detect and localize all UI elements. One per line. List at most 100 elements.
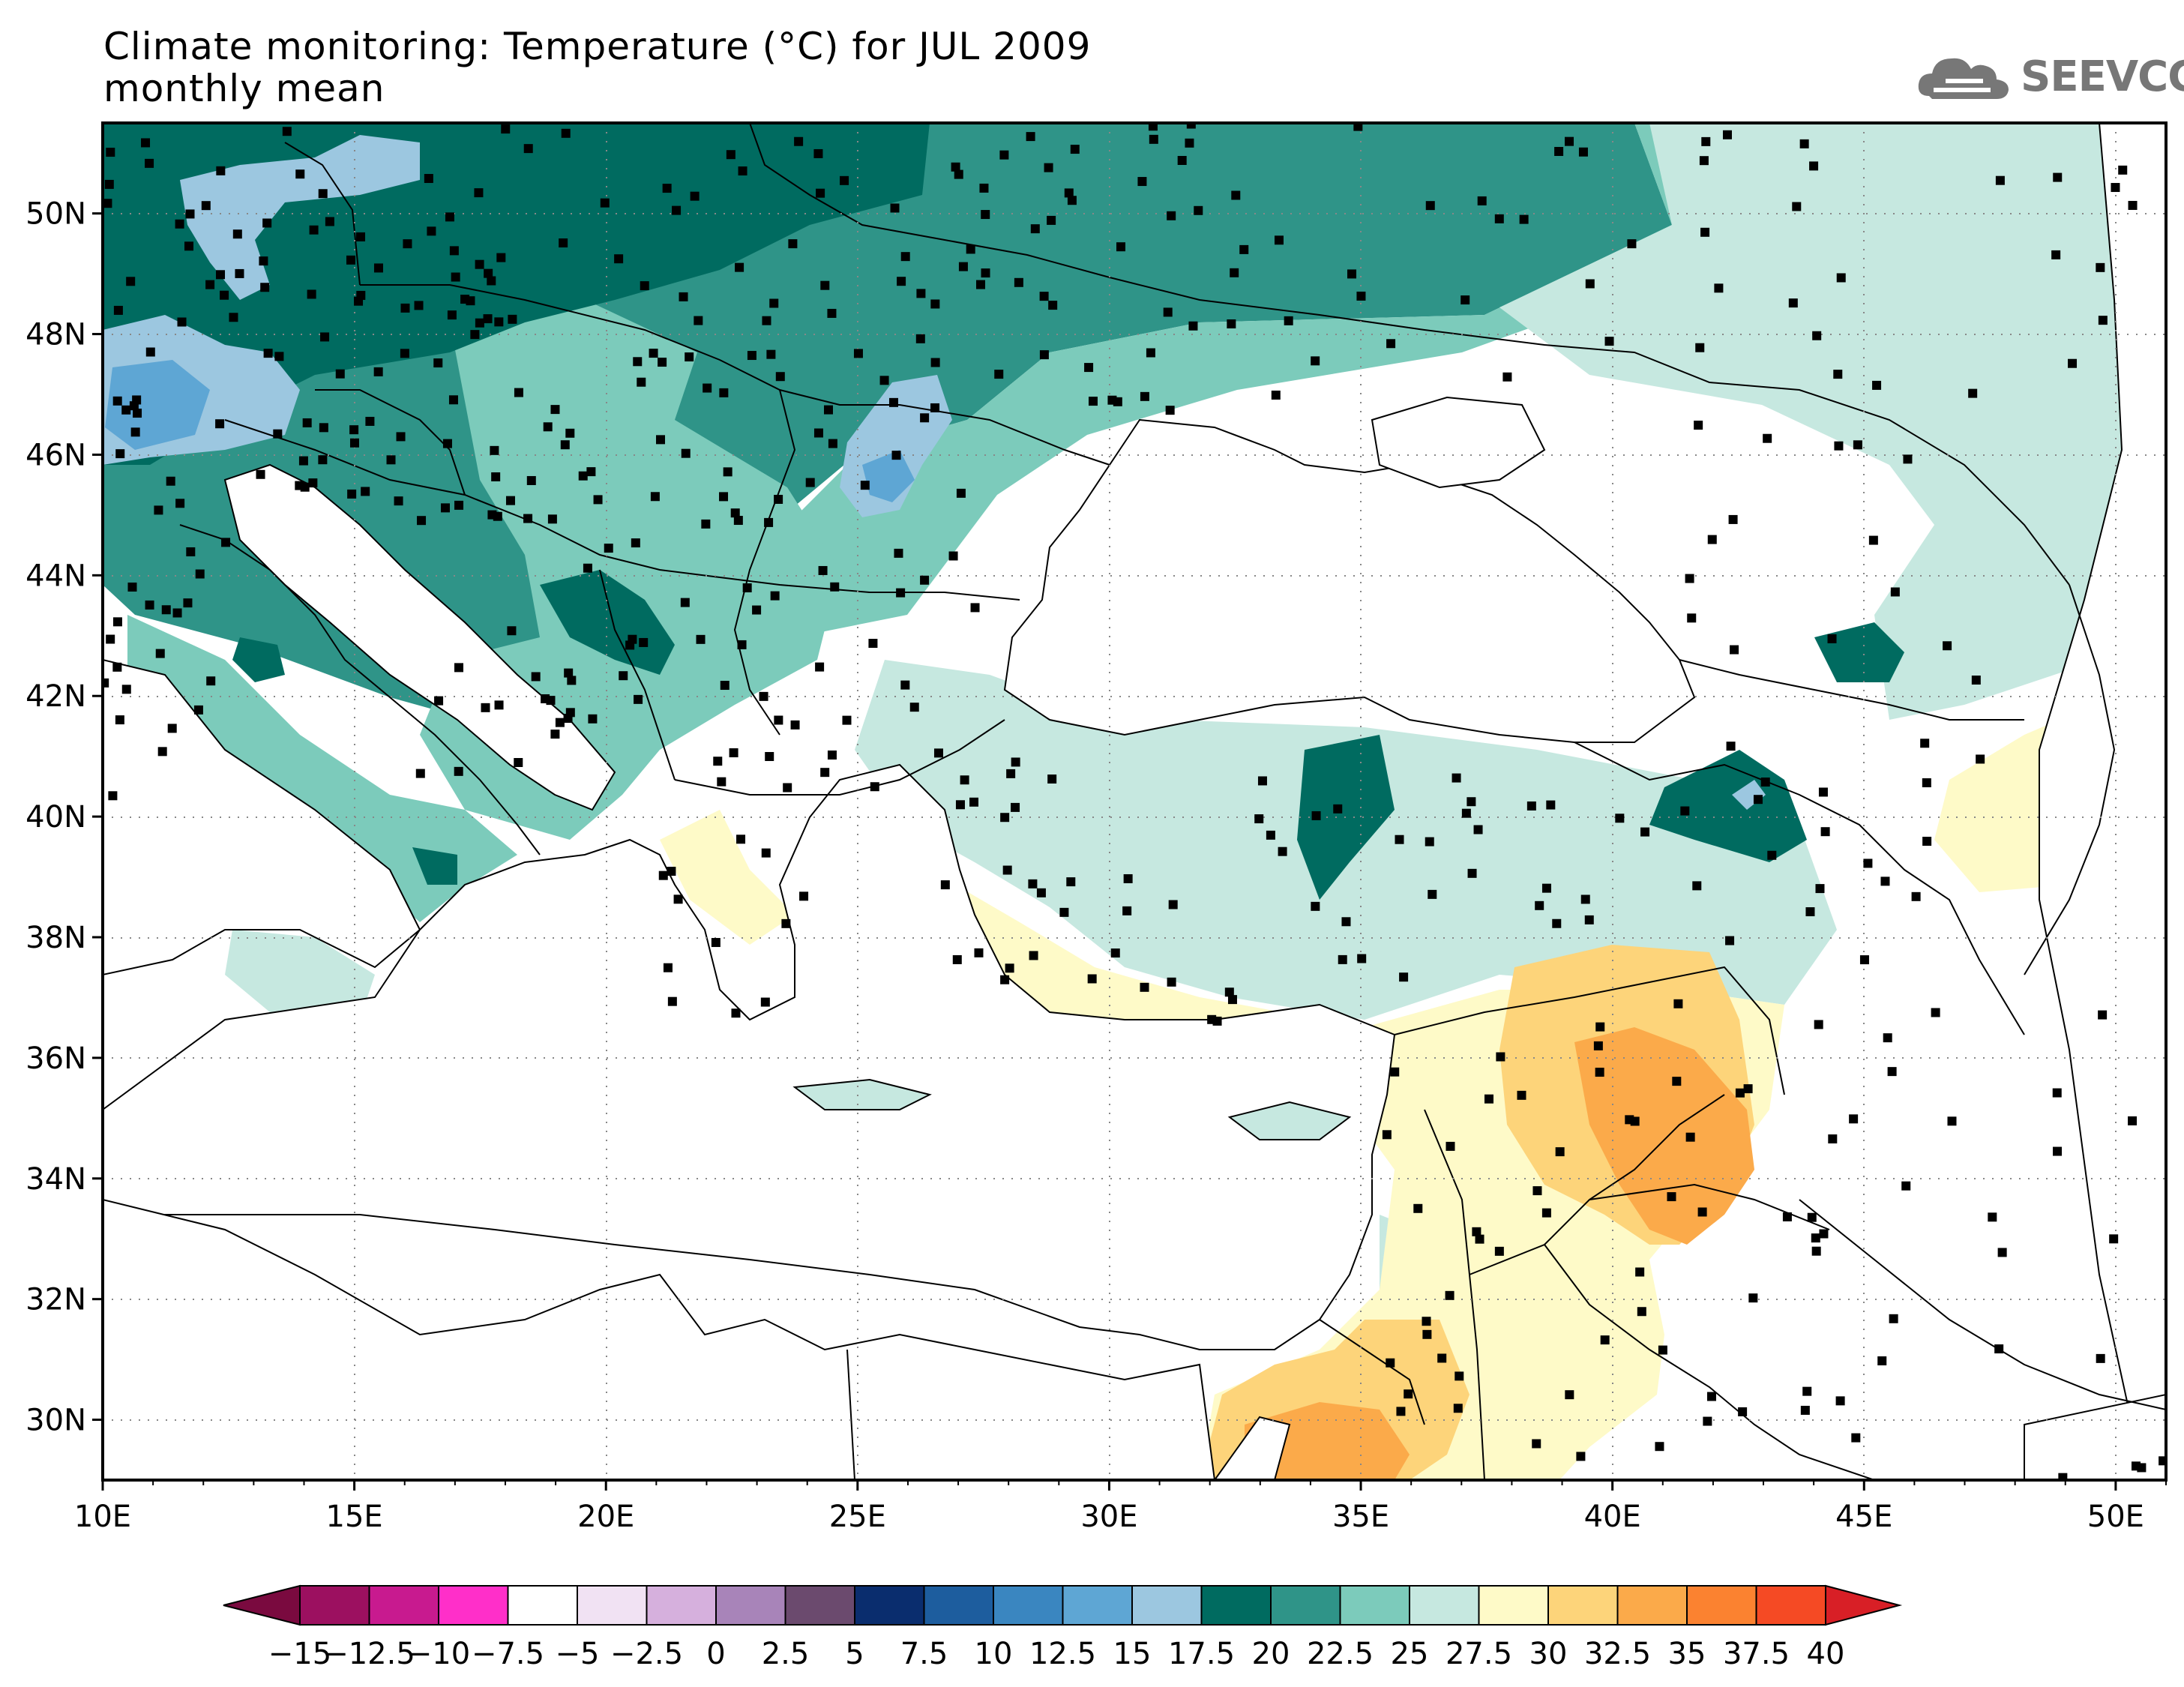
station-marker — [126, 277, 136, 286]
station-marker — [1185, 138, 1194, 148]
station-marker — [1748, 1293, 1758, 1303]
station-marker — [1565, 136, 1574, 146]
station-marker — [1706, 1392, 1716, 1401]
station-marker — [1088, 397, 1098, 406]
station-marker — [273, 429, 283, 439]
lat-tick-label: 48N — [25, 318, 86, 352]
station-marker — [386, 455, 396, 465]
station-marker — [1730, 645, 1739, 655]
station-marker — [501, 124, 511, 134]
station-marker — [1188, 321, 1198, 331]
station-marker — [1186, 123, 1196, 129]
station-marker — [1814, 1020, 1823, 1029]
station-marker — [1627, 239, 1637, 249]
station-marker — [1853, 440, 1862, 450]
station-marker — [891, 451, 901, 460]
station-marker — [427, 226, 436, 236]
station-marker — [1868, 535, 1878, 545]
station-marker — [414, 301, 424, 310]
station-marker — [1146, 348, 1155, 358]
sea-mask — [103, 123, 2166, 1480]
station-marker — [1687, 613, 1697, 623]
station-marker — [969, 797, 979, 807]
caspian-sea — [2039, 123, 2166, 1480]
colorbar-swatch — [1755, 1585, 1826, 1626]
station-marker — [813, 148, 823, 158]
station-marker — [1453, 1404, 1463, 1413]
station-marker — [583, 563, 592, 573]
station-marker — [1836, 273, 1846, 283]
station-marker — [349, 425, 359, 435]
station-marker — [2096, 262, 2105, 272]
station-marker — [487, 276, 496, 286]
station-marker — [593, 495, 603, 505]
station-marker — [1030, 224, 1040, 234]
station-marker — [958, 262, 968, 271]
station-marker — [742, 583, 752, 593]
station-marker — [550, 405, 560, 415]
station-marker — [449, 246, 459, 256]
station-marker — [940, 880, 950, 890]
station-marker — [1390, 1067, 1400, 1077]
station-marker — [1585, 279, 1595, 289]
station-marker — [185, 209, 195, 219]
colorbar-label: −15 — [268, 1637, 331, 1671]
station-marker — [1753, 795, 1763, 805]
station-marker — [634, 694, 643, 704]
station-marker — [650, 492, 660, 502]
colorbar-label: 15 — [1113, 1637, 1152, 1671]
station-marker — [1165, 406, 1175, 415]
station-marker — [1227, 319, 1236, 328]
station-marker — [1445, 1290, 1455, 1300]
station-marker — [1988, 1212, 1997, 1222]
station-marker — [356, 232, 366, 241]
station-marker — [356, 290, 366, 300]
station-marker — [774, 715, 783, 725]
lat-tick-label: 42N — [25, 679, 86, 714]
station-marker — [951, 162, 960, 172]
station-marker — [868, 639, 878, 649]
station-marker — [175, 499, 185, 508]
station-marker — [619, 671, 628, 681]
station-marker — [1274, 235, 1284, 245]
colorbar-swatch — [923, 1585, 994, 1626]
station-marker — [1140, 391, 1149, 401]
station-marker — [157, 747, 167, 757]
station-marker — [1437, 1353, 1447, 1363]
station-marker — [442, 439, 452, 448]
station-marker — [1922, 778, 1931, 788]
station-marker — [1851, 1433, 1861, 1443]
station-marker — [400, 303, 410, 313]
colorbar-label: 30 — [1529, 1637, 1568, 1671]
station-marker — [361, 487, 370, 496]
colorbar-swatch — [1062, 1585, 1133, 1626]
station-marker — [282, 127, 292, 136]
station-marker — [112, 617, 122, 627]
station-marker — [1059, 907, 1069, 917]
colorbar-label: −5 — [556, 1637, 600, 1671]
station-marker — [1735, 1088, 1745, 1098]
station-marker — [106, 634, 115, 644]
station-marker — [1460, 295, 1470, 305]
station-marker — [2058, 1473, 2068, 1480]
station-marker — [161, 605, 171, 615]
station-marker — [325, 217, 334, 226]
lon-tick-label: 30E — [1080, 1500, 1137, 1534]
station-marker — [1859, 955, 1869, 965]
station-marker — [175, 219, 184, 229]
station-marker — [1535, 900, 1544, 910]
station-marker — [2128, 200, 2138, 210]
station-marker — [307, 289, 316, 299]
station-marker — [1502, 372, 1512, 382]
colorbar-label: 32.5 — [1584, 1637, 1651, 1671]
station-marker — [454, 766, 463, 776]
station-marker — [417, 516, 427, 526]
station-marker — [897, 277, 906, 286]
station-marker — [1728, 514, 1738, 524]
station-marker — [1697, 1207, 1707, 1217]
station-marker — [365, 416, 375, 426]
station-marker — [445, 212, 454, 222]
crete — [792, 1078, 932, 1110]
lat-tick-label: 36N — [25, 1041, 86, 1076]
station-marker — [680, 598, 690, 607]
